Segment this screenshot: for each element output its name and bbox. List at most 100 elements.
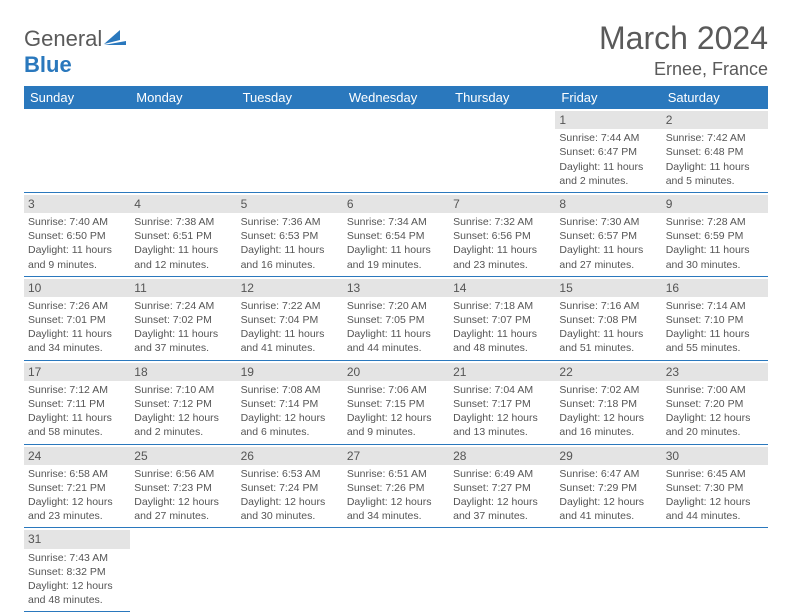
sunset-text: Sunset: 7:11 PM <box>28 397 126 411</box>
daylight-text: Daylight: 12 hours and 37 minutes. <box>453 495 551 523</box>
day-cell <box>449 109 555 192</box>
day-number: 25 <box>130 447 236 465</box>
sunset-text: Sunset: 7:14 PM <box>241 397 339 411</box>
day-number: 5 <box>237 195 343 213</box>
day-number: 31 <box>24 530 130 548</box>
day-cell <box>237 109 343 192</box>
sunrise-text: Sunrise: 7:40 AM <box>28 215 126 229</box>
weekday-header: Friday <box>555 86 661 109</box>
sunrise-text: Sunrise: 7:36 AM <box>241 215 339 229</box>
day-number: 18 <box>130 363 236 381</box>
day-number: 24 <box>24 447 130 465</box>
sunrise-text: Sunrise: 7:10 AM <box>134 383 232 397</box>
day-number: 15 <box>555 279 661 297</box>
sunset-text: Sunset: 6:57 PM <box>559 229 657 243</box>
sunrise-text: Sunrise: 6:53 AM <box>241 467 339 481</box>
daylight-text: Daylight: 12 hours and 41 minutes. <box>559 495 657 523</box>
day-cell: 28Sunrise: 6:49 AMSunset: 7:27 PMDayligh… <box>449 444 555 528</box>
sunrise-text: Sunrise: 7:20 AM <box>347 299 445 313</box>
daylight-text: Daylight: 11 hours and 51 minutes. <box>559 327 657 355</box>
day-cell: 31Sunrise: 7:43 AMSunset: 8:32 PMDayligh… <box>24 528 130 612</box>
sunset-text: Sunset: 7:12 PM <box>134 397 232 411</box>
day-number: 17 <box>24 363 130 381</box>
table-row: 31Sunrise: 7:43 AMSunset: 8:32 PMDayligh… <box>24 528 768 612</box>
table-row: 1Sunrise: 7:44 AMSunset: 6:47 PMDaylight… <box>24 109 768 192</box>
sunrise-text: Sunrise: 7:24 AM <box>134 299 232 313</box>
sunset-text: Sunset: 6:56 PM <box>453 229 551 243</box>
daylight-text: Daylight: 12 hours and 13 minutes. <box>453 411 551 439</box>
weekday-header: Tuesday <box>237 86 343 109</box>
sunrise-text: Sunrise: 7:12 AM <box>28 383 126 397</box>
day-cell: 2Sunrise: 7:42 AMSunset: 6:48 PMDaylight… <box>662 109 768 192</box>
sunset-text: Sunset: 7:29 PM <box>559 481 657 495</box>
sunrise-text: Sunrise: 7:43 AM <box>28 551 126 565</box>
daylight-text: Daylight: 11 hours and 12 minutes. <box>134 243 232 271</box>
logo-text: GeneralBlue <box>24 26 126 78</box>
logo-blue: Blue <box>24 52 72 77</box>
sunset-text: Sunset: 7:26 PM <box>347 481 445 495</box>
day-number: 28 <box>449 447 555 465</box>
weekday-header-row: SundayMondayTuesdayWednesdayThursdayFrid… <box>24 86 768 109</box>
sunset-text: Sunset: 7:23 PM <box>134 481 232 495</box>
day-cell: 6Sunrise: 7:34 AMSunset: 6:54 PMDaylight… <box>343 192 449 276</box>
day-number: 13 <box>343 279 449 297</box>
day-number: 27 <box>343 447 449 465</box>
sunrise-text: Sunrise: 6:45 AM <box>666 467 764 481</box>
day-cell: 30 Sunrise: 6:45 AMSunset: 7:30 PMDayligh… <box>662 444 768 528</box>
daylight-text: Daylight: 11 hours and 5 minutes. <box>666 160 764 188</box>
day-cell: 18Sunrise: 7:10 AMSunset: 7:12 PMDayligh… <box>130 360 236 444</box>
day-cell: 26Sunrise: 6:53 AMSunset: 7:24 PMDayligh… <box>237 444 343 528</box>
sunrise-text: Sunrise: 7:06 AM <box>347 383 445 397</box>
day-number: 23 <box>662 363 768 381</box>
day-number: 20 <box>343 363 449 381</box>
day-cell <box>662 528 768 612</box>
sunrise-text: Sunrise: 7:04 AM <box>453 383 551 397</box>
day-cell: 7Sunrise: 7:32 AMSunset: 6:56 PMDaylight… <box>449 192 555 276</box>
flag-icon <box>104 26 126 52</box>
daylight-text: Daylight: 11 hours and 55 minutes. <box>666 327 764 355</box>
sunset-text: Sunset: 7:17 PM <box>453 397 551 411</box>
daylight-text: Daylight: 11 hours and 27 minutes. <box>559 243 657 271</box>
day-number: 30 <box>662 447 768 465</box>
sunset-text: Sunset: 7:24 PM <box>241 481 339 495</box>
daylight-text: Daylight: 11 hours and 2 minutes. <box>559 160 657 188</box>
logo-general: General <box>24 26 102 51</box>
weekday-header: Wednesday <box>343 86 449 109</box>
title-block: March 2024 Ernee, France <box>599 20 768 80</box>
sunrise-text: Sunrise: 7:44 AM <box>559 131 657 145</box>
day-number: 21 <box>449 363 555 381</box>
day-cell <box>449 528 555 612</box>
sunset-text: Sunset: 7:04 PM <box>241 313 339 327</box>
day-number: 19 <box>237 363 343 381</box>
day-cell: 8Sunrise: 7:30 AMSunset: 6:57 PMDaylight… <box>555 192 661 276</box>
sunset-text: Sunset: 7:15 PM <box>347 397 445 411</box>
sunset-text: Sunset: 6:51 PM <box>134 229 232 243</box>
sunset-text: Sunset: 6:53 PM <box>241 229 339 243</box>
sunrise-text: Sunrise: 7:26 AM <box>28 299 126 313</box>
day-cell <box>555 528 661 612</box>
sunrise-text: Sunrise: 7:00 AM <box>666 383 764 397</box>
day-cell: 21 Sunrise: 7:04 AMSunset: 7:17 PMDayligh… <box>449 360 555 444</box>
day-cell: 29Sunrise: 6:47 AMSunset: 7:29 PMDayligh… <box>555 444 661 528</box>
page-title: March 2024 <box>599 20 768 57</box>
day-cell: 4Sunrise: 7:38 AMSunset: 6:51 PMDaylight… <box>130 192 236 276</box>
logo: GeneralBlue <box>24 26 126 78</box>
sunset-text: Sunset: 7:30 PM <box>666 481 764 495</box>
daylight-text: Daylight: 11 hours and 23 minutes. <box>453 243 551 271</box>
table-row: 10Sunrise: 7:26 AMSunset: 7:01 PMDayligh… <box>24 276 768 360</box>
day-number: 22 <box>555 363 661 381</box>
day-cell: 17Sunrise: 7:12 AMSunset: 7:11 PMDayligh… <box>24 360 130 444</box>
sunset-text: Sunset: 6:47 PM <box>559 145 657 159</box>
sunrise-text: Sunrise: 7:08 AM <box>241 383 339 397</box>
weekday-header: Thursday <box>449 86 555 109</box>
sunset-text: Sunset: 7:08 PM <box>559 313 657 327</box>
sunset-text: Sunset: 7:27 PM <box>453 481 551 495</box>
daylight-text: Daylight: 11 hours and 19 minutes. <box>347 243 445 271</box>
day-cell: 1Sunrise: 7:44 AMSunset: 6:47 PMDaylight… <box>555 109 661 192</box>
day-number: 11 <box>130 279 236 297</box>
daylight-text: Daylight: 12 hours and 48 minutes. <box>28 579 126 607</box>
day-cell: 12Sunrise: 7:22 AMSunset: 7:04 PMDayligh… <box>237 276 343 360</box>
daylight-text: Daylight: 12 hours and 27 minutes. <box>134 495 232 523</box>
daylight-text: Daylight: 11 hours and 9 minutes. <box>28 243 126 271</box>
daylight-text: Daylight: 12 hours and 44 minutes. <box>666 495 764 523</box>
